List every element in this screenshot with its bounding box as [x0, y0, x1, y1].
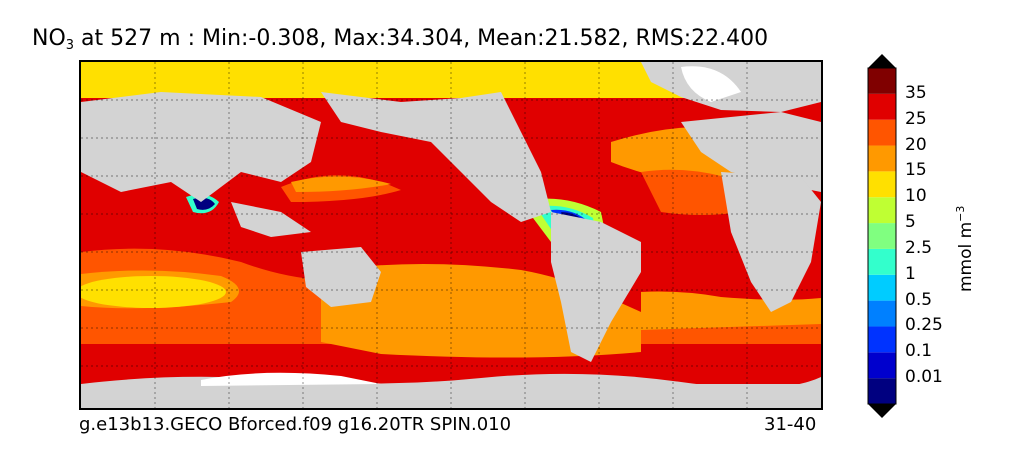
- colorbar-tick-label: 0.25: [905, 315, 943, 336]
- colorbar-tick-label: 0.1: [905, 341, 933, 362]
- ocean-field-map: [81, 62, 821, 408]
- map-title: NO3 at 527 m : Min:-0.308, Max:34.304, M…: [32, 26, 768, 53]
- indian-ocean-10: [81, 276, 226, 308]
- colorbar-segment: [868, 145, 896, 172]
- maritime-continent: [231, 202, 311, 237]
- colorbar-tick-label: 2.5: [905, 237, 933, 258]
- colorbar-segment: [868, 352, 896, 379]
- colorbar-tick-label: 0.5: [905, 289, 933, 310]
- arctic-ice: [681, 66, 741, 102]
- north-america-land: [321, 92, 551, 222]
- colorbar-tick-label: 1: [905, 263, 916, 284]
- africa-land: [721, 172, 821, 312]
- colorbar-segment: [868, 197, 896, 224]
- title-species-subscript: 3: [65, 38, 75, 53]
- title-species: NO: [32, 26, 66, 51]
- colorbar-tick-label: 20: [905, 134, 927, 155]
- colorbar-border: [867, 67, 897, 405]
- colorbar-tick-label: 35: [905, 82, 927, 103]
- title-stats: at 527 m : Min:-0.308, Max:34.304, Mean:…: [74, 26, 769, 51]
- colorbar-tick-label: 25: [905, 108, 927, 129]
- australia-land: [301, 247, 381, 307]
- colorbar-segment: [868, 119, 896, 146]
- colorbar-segment: [868, 68, 896, 94]
- colorbar-segment: [868, 93, 896, 120]
- colorbar-max-arrow: [868, 54, 896, 68]
- units-main: mmol m: [955, 221, 976, 293]
- colorbar-tick-label: 15: [905, 160, 927, 181]
- colorbar-min-arrow: [868, 404, 896, 418]
- units-exponent: −3: [954, 205, 968, 222]
- colorbar-units-label: mmol m−3: [954, 189, 976, 309]
- colorbar-segment: [868, 378, 896, 404]
- colorbar: [867, 54, 897, 418]
- map-panel: [79, 60, 823, 410]
- antarctic-ice: [201, 372, 381, 386]
- graticule: [81, 62, 821, 408]
- north-pacific-15: [291, 176, 391, 192]
- run-name-label: g.e13b13.GECO Bforced.f09 g16.20TR SPIN.…: [79, 414, 512, 435]
- years-label: 31-40: [764, 414, 817, 435]
- bay-of-bengal-0-01: [193, 197, 215, 210]
- north-atlantic-20: [641, 169, 741, 215]
- europe-land: [681, 112, 821, 192]
- colorbar-segment: [868, 248, 896, 275]
- south-america-land: [551, 212, 641, 362]
- colorbar-segment: [868, 326, 896, 353]
- colorbar-tick-label: 0.01: [905, 367, 943, 388]
- colorbar-segment: [868, 274, 896, 301]
- colorbar-segment: [868, 171, 896, 198]
- asia-land: [81, 92, 321, 202]
- colorbar-tick-label: 5: [905, 212, 916, 233]
- colorbar-tick-label: 10: [905, 186, 927, 207]
- colorbar-segment: [868, 300, 896, 327]
- colorbar-segment: [868, 223, 896, 249]
